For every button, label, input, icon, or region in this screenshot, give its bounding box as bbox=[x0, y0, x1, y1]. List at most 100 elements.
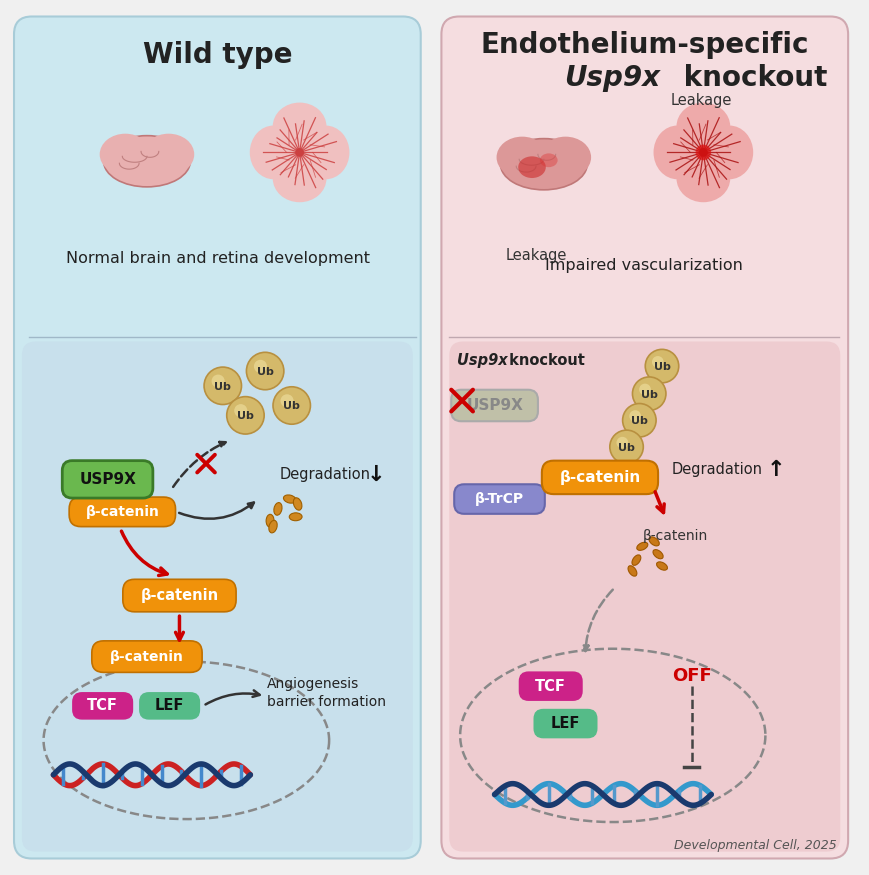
Circle shape bbox=[632, 377, 665, 410]
Text: β-catenin: β-catenin bbox=[559, 470, 640, 485]
Ellipse shape bbox=[656, 562, 667, 570]
Text: Developmental Cell, 2025: Developmental Cell, 2025 bbox=[673, 838, 835, 851]
Circle shape bbox=[645, 349, 678, 383]
Ellipse shape bbox=[302, 125, 349, 179]
Text: Ub: Ub bbox=[256, 367, 273, 377]
Ellipse shape bbox=[266, 514, 274, 527]
Circle shape bbox=[246, 353, 283, 389]
Ellipse shape bbox=[100, 134, 150, 175]
FancyBboxPatch shape bbox=[441, 17, 847, 858]
Circle shape bbox=[616, 437, 627, 449]
Text: ↓: ↓ bbox=[367, 465, 385, 485]
Text: barrier formation: barrier formation bbox=[267, 695, 386, 709]
FancyBboxPatch shape bbox=[448, 341, 839, 851]
Text: LEF: LEF bbox=[155, 698, 184, 713]
Ellipse shape bbox=[249, 125, 297, 179]
Text: Endothelium-specific: Endothelium-specific bbox=[480, 31, 807, 60]
Ellipse shape bbox=[272, 155, 326, 202]
Ellipse shape bbox=[500, 138, 587, 190]
Ellipse shape bbox=[518, 157, 545, 178]
Ellipse shape bbox=[676, 102, 729, 150]
Ellipse shape bbox=[143, 134, 194, 175]
FancyBboxPatch shape bbox=[69, 497, 176, 527]
Text: knockout: knockout bbox=[504, 354, 585, 368]
Circle shape bbox=[639, 383, 650, 396]
Text: Ub: Ub bbox=[236, 411, 254, 422]
Text: β-catenin: β-catenin bbox=[641, 528, 706, 542]
FancyBboxPatch shape bbox=[541, 460, 657, 494]
Ellipse shape bbox=[631, 555, 640, 565]
Ellipse shape bbox=[653, 550, 662, 559]
Text: OFF: OFF bbox=[671, 668, 711, 685]
FancyBboxPatch shape bbox=[72, 692, 133, 719]
Circle shape bbox=[628, 410, 640, 422]
Text: Normal brain and retina development: Normal brain and retina development bbox=[66, 251, 369, 266]
Circle shape bbox=[698, 148, 706, 157]
Text: Usp9x: Usp9x bbox=[563, 64, 659, 92]
Text: Ub: Ub bbox=[630, 416, 647, 426]
Circle shape bbox=[280, 395, 293, 408]
Text: Ub: Ub bbox=[653, 362, 670, 372]
Text: TCF: TCF bbox=[87, 698, 118, 713]
Circle shape bbox=[651, 356, 663, 368]
Ellipse shape bbox=[274, 502, 282, 515]
Text: Leakage: Leakage bbox=[505, 248, 566, 262]
Ellipse shape bbox=[289, 513, 302, 521]
Text: Ub: Ub bbox=[640, 389, 657, 400]
Ellipse shape bbox=[272, 102, 326, 150]
Ellipse shape bbox=[103, 136, 190, 187]
Ellipse shape bbox=[540, 153, 557, 167]
Ellipse shape bbox=[676, 155, 729, 202]
Text: ↑: ↑ bbox=[766, 459, 785, 480]
Text: Angiogenesis: Angiogenesis bbox=[267, 677, 359, 691]
Text: β-catenin: β-catenin bbox=[109, 649, 183, 663]
Circle shape bbox=[609, 430, 642, 464]
Text: Usp9x: Usp9x bbox=[456, 354, 507, 368]
Text: USP9X: USP9X bbox=[79, 472, 136, 487]
Text: Ub: Ub bbox=[214, 382, 231, 392]
Text: Wild type: Wild type bbox=[143, 41, 292, 69]
Text: Degradation: Degradation bbox=[671, 462, 762, 477]
Ellipse shape bbox=[293, 498, 302, 510]
Text: USP9X: USP9X bbox=[466, 398, 522, 413]
Text: Impaired vascularization: Impaired vascularization bbox=[545, 258, 742, 273]
Circle shape bbox=[295, 148, 303, 157]
Circle shape bbox=[234, 404, 247, 417]
Text: β-catenin: β-catenin bbox=[85, 505, 159, 519]
Ellipse shape bbox=[496, 136, 547, 178]
Ellipse shape bbox=[648, 537, 659, 546]
Ellipse shape bbox=[540, 136, 590, 178]
FancyBboxPatch shape bbox=[451, 389, 537, 421]
Ellipse shape bbox=[627, 566, 636, 576]
FancyBboxPatch shape bbox=[518, 671, 582, 701]
Ellipse shape bbox=[653, 125, 700, 179]
Ellipse shape bbox=[705, 125, 753, 179]
Text: Degradation: Degradation bbox=[280, 467, 370, 482]
Circle shape bbox=[227, 396, 264, 434]
Text: LEF: LEF bbox=[550, 716, 580, 732]
Circle shape bbox=[254, 360, 267, 373]
Text: knockout: knockout bbox=[673, 64, 826, 92]
Text: Ub: Ub bbox=[617, 443, 634, 453]
Text: β-TrCP: β-TrCP bbox=[474, 492, 523, 506]
Circle shape bbox=[282, 135, 316, 170]
Text: β-catenin: β-catenin bbox=[140, 588, 218, 603]
Ellipse shape bbox=[636, 542, 647, 550]
FancyBboxPatch shape bbox=[139, 692, 200, 719]
FancyBboxPatch shape bbox=[92, 640, 202, 672]
FancyBboxPatch shape bbox=[22, 341, 413, 851]
FancyBboxPatch shape bbox=[63, 460, 153, 498]
Circle shape bbox=[273, 387, 310, 424]
FancyBboxPatch shape bbox=[14, 17, 421, 858]
FancyBboxPatch shape bbox=[454, 484, 544, 514]
Text: Ub: Ub bbox=[283, 402, 300, 411]
Circle shape bbox=[622, 403, 655, 437]
Circle shape bbox=[695, 144, 710, 160]
Circle shape bbox=[686, 135, 720, 170]
Ellipse shape bbox=[269, 521, 277, 533]
Circle shape bbox=[204, 368, 242, 404]
Text: Leakage: Leakage bbox=[670, 94, 731, 108]
Ellipse shape bbox=[283, 495, 295, 503]
Text: TCF: TCF bbox=[534, 679, 566, 694]
FancyBboxPatch shape bbox=[123, 579, 235, 612]
